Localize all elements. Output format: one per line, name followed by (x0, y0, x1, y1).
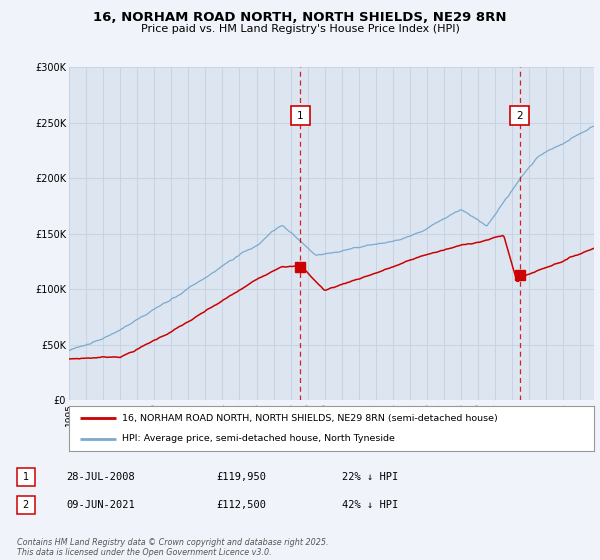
Text: 42% ↓ HPI: 42% ↓ HPI (342, 500, 398, 510)
Text: 16, NORHAM ROAD NORTH, NORTH SHIELDS, NE29 8RN (semi-detached house): 16, NORHAM ROAD NORTH, NORTH SHIELDS, NE… (121, 414, 497, 423)
Text: £119,950: £119,950 (216, 472, 266, 482)
Text: 2: 2 (517, 110, 523, 120)
FancyBboxPatch shape (511, 106, 529, 125)
Text: 1: 1 (297, 110, 304, 120)
Text: 22% ↓ HPI: 22% ↓ HPI (342, 472, 398, 482)
Text: HPI: Average price, semi-detached house, North Tyneside: HPI: Average price, semi-detached house,… (121, 434, 394, 443)
FancyBboxPatch shape (291, 106, 310, 125)
Text: £112,500: £112,500 (216, 500, 266, 510)
Text: 16, NORHAM ROAD NORTH, NORTH SHIELDS, NE29 8RN: 16, NORHAM ROAD NORTH, NORTH SHIELDS, NE… (93, 11, 507, 24)
Text: 2: 2 (23, 500, 29, 510)
Text: 1: 1 (23, 472, 29, 482)
Text: 28-JUL-2008: 28-JUL-2008 (66, 472, 135, 482)
Text: Contains HM Land Registry data © Crown copyright and database right 2025.
This d: Contains HM Land Registry data © Crown c… (17, 538, 328, 557)
Text: 09-JUN-2021: 09-JUN-2021 (66, 500, 135, 510)
Text: Price paid vs. HM Land Registry's House Price Index (HPI): Price paid vs. HM Land Registry's House … (140, 24, 460, 34)
